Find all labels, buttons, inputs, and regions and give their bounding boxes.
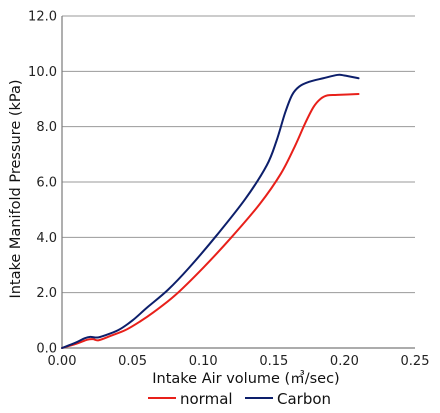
x-tick-label: 0.10	[189, 354, 218, 369]
y-tick-label: 8.0	[36, 120, 57, 135]
legend: normal Carbon	[148, 390, 331, 408]
y-tick-label: 6.0	[36, 176, 57, 191]
x-tick-label: 0.15	[259, 354, 288, 369]
grid-lines	[62, 15, 415, 294]
y-tick-label: 12.0	[28, 10, 57, 25]
series-line-normal	[61, 93, 360, 349]
x-tick-label: 0.25	[401, 354, 430, 369]
x-tick-labels: 0.00 0.05 0.10 0.15 0.20 0.25	[48, 354, 430, 369]
x-tick-label: 0.00	[48, 354, 77, 369]
y-tick-label: 10.0	[28, 65, 57, 80]
y-tick-label: 0.0	[36, 342, 57, 357]
series-line-carbon	[61, 73, 360, 349]
x-axis-title: Intake Air volume (㎥/sec)	[152, 370, 339, 387]
y-tick-label: 2.0	[36, 286, 57, 301]
y-axis-title: Intake Manifold Pressure (kPa)	[8, 79, 24, 298]
axes	[61, 16, 415, 349]
legend-label-carbon: Carbon	[277, 390, 331, 408]
legend-label-normal: normal	[180, 390, 233, 408]
series-lines	[61, 73, 360, 349]
y-tick-label: 4.0	[36, 231, 57, 246]
x-tick-label: 0.05	[118, 354, 147, 369]
x-tick-label: 0.20	[330, 354, 359, 369]
y-tick-labels: 0.0 2.0 4.0 6.0 8.0 10.0 12.0	[28, 10, 57, 357]
